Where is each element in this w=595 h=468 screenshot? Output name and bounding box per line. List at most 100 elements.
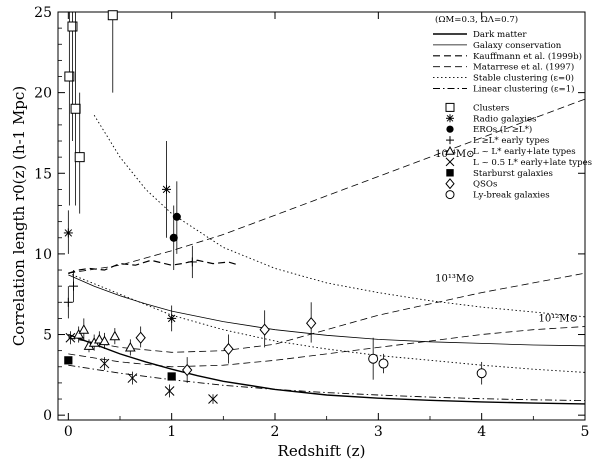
- marker-shape: [64, 356, 73, 365]
- curve-matarrese-et-al-1997: [68, 326, 586, 368]
- mass-annotation: 10¹³M⊙: [435, 273, 474, 284]
- marker-shape: [167, 372, 176, 381]
- point-clusters: [70, 103, 81, 114]
- marker-shape: [445, 178, 455, 190]
- curve-kauffmann-et-al-1999b: [68, 259, 239, 274]
- legend-label: L ~ 0.5 L* early+late types: [473, 158, 592, 168]
- marker-shape: [445, 157, 455, 167]
- legend-marker-radio-galaxies: [446, 114, 454, 123]
- marker-shape: [259, 323, 270, 336]
- point-qsos: [259, 323, 270, 336]
- point-qsos: [306, 317, 317, 330]
- marker-shape: [107, 10, 118, 21]
- point-l-0-5-l-early-late-types: [208, 394, 218, 404]
- curve-linear-clustering-1: [68, 364, 586, 402]
- legend-header: (ΩM=0.3, ΩΛ=0.7): [435, 14, 518, 25]
- point-radio-galaxies: [162, 184, 171, 194]
- legend-label: Ly-break galaxies: [473, 191, 550, 201]
- point-radio-galaxies: [167, 313, 177, 323]
- marker-shape: [127, 373, 138, 383]
- marker-shape: [476, 368, 487, 379]
- legend-label: Galaxy conservation: [473, 41, 562, 51]
- point-l-l-early-late-types: [73, 329, 85, 339]
- marker-shape: [446, 125, 454, 133]
- point-clusters: [67, 21, 78, 32]
- point-l-l-early-types: [187, 257, 197, 267]
- legend-marker-l-l-early-late-types: [445, 145, 455, 155]
- legend-label: Matarrese et al. (1997): [473, 62, 574, 73]
- marker-shape: [64, 71, 75, 82]
- point-eros-l-l: [169, 233, 178, 242]
- point-starburst-galaxies: [167, 372, 176, 381]
- point-l-0-5-l-early-late-types: [164, 386, 175, 396]
- marker-shape: [368, 353, 379, 364]
- marker-shape: [164, 386, 175, 396]
- x-tick-label: 3: [374, 424, 383, 440]
- axis-labels-layer: 0 1 2 3 4 5 0 5 10 15 20 25 Redshift (z) Correlation …: [10, 5, 589, 460]
- y-tick-label: 20: [34, 86, 52, 102]
- curve-matarrese-et-al-1997: [68, 272, 586, 353]
- legend-marker-ly-break-galaxies: [445, 190, 455, 200]
- legend-label: Kauffmann et al. (1999b): [473, 51, 582, 62]
- legend-marker-qsos: [445, 178, 455, 190]
- marker-shape: [167, 314, 176, 323]
- marker-shape: [135, 331, 146, 344]
- legend-label: Clusters: [473, 103, 509, 113]
- marker-shape: [109, 330, 121, 341]
- legend-label: QSOs: [473, 180, 497, 190]
- point-qsos: [135, 331, 146, 344]
- point-qsos: [223, 342, 234, 356]
- legend-label: Starburst galaxies: [473, 169, 553, 179]
- curve-dark-matter: [68, 333, 586, 405]
- x-tick-label: 2: [271, 424, 280, 440]
- point-l-0-5-l-early-late-types: [127, 373, 138, 383]
- legend-marker-clusters: [445, 102, 455, 112]
- x-tick-label: 4: [477, 424, 486, 440]
- legend-label: Radio galaxies: [473, 114, 537, 124]
- point-l-l-early-late-types: [78, 324, 90, 334]
- point-ly-break-galaxies: [378, 358, 389, 369]
- point-starburst-galaxies: [64, 356, 73, 365]
- y-tick-label: 10: [34, 247, 52, 263]
- point-l-l-early-types: [63, 297, 73, 307]
- curve-matarrese-et-al-1997: [68, 98, 586, 274]
- marker-shape: [445, 145, 455, 155]
- mass-annotation: 10¹²M⊙: [539, 314, 578, 325]
- axis-frame-layer: [57, 11, 586, 421]
- point-qsos: [182, 363, 193, 377]
- marker-shape: [99, 335, 110, 346]
- x-axis-label: Redshift (z): [278, 442, 366, 460]
- point-eros-l-l: [172, 212, 181, 221]
- point-clusters: [64, 71, 75, 82]
- point-l-0-5-l-early-late-types: [65, 332, 76, 343]
- legend-label: Linear clustering (ε=1): [473, 84, 575, 95]
- y-tick-label: 15: [34, 166, 52, 182]
- y-tick-label: 0: [43, 408, 52, 424]
- legend-marker-eros-l-l: [446, 125, 454, 133]
- legend-marker-l-l-early-types: [446, 136, 454, 145]
- point-radio-galaxies: [63, 228, 73, 238]
- marker-shape: [73, 329, 85, 339]
- plot-frame: [57, 11, 586, 421]
- marker-shape: [306, 317, 317, 330]
- legend-label: EROs (L ≥L*): [473, 124, 532, 135]
- curve-stable-clustering-0: [68, 272, 586, 373]
- marker-shape: [99, 358, 110, 369]
- marker-shape: [64, 229, 73, 237]
- x-tick-label: 5: [581, 424, 590, 440]
- point-clusters: [107, 10, 118, 21]
- marker-shape: [65, 332, 76, 343]
- mass-annotations-layer: 10¹⁴M⊙ 10¹³M⊙ 10¹²M⊙: [435, 149, 578, 324]
- mass-annotation: 10¹⁴M⊙: [435, 149, 474, 160]
- model-curves-layer: [68, 98, 586, 405]
- point-ly-break-galaxies: [476, 368, 487, 379]
- marker-shape: [74, 152, 85, 163]
- marker-shape: [446, 114, 454, 122]
- marker-shape: [172, 212, 181, 221]
- marker-shape: [67, 21, 78, 32]
- data-points-layer: [63, 10, 487, 404]
- y-tick-label: 5: [43, 328, 52, 344]
- y-tick-label: 25: [34, 5, 52, 21]
